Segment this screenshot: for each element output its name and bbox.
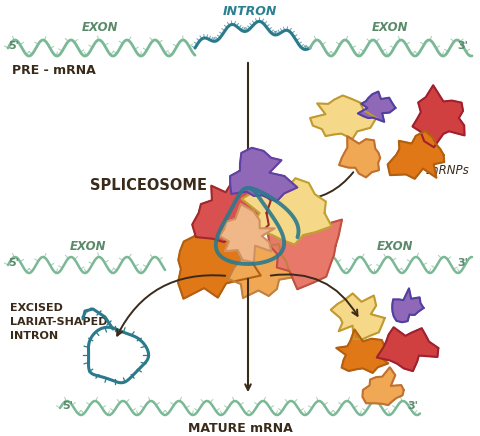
Text: EXCISED
LARIAT-SHAPED
INTRON: EXCISED LARIAT-SHAPED INTRON bbox=[10, 303, 108, 341]
Text: EXON: EXON bbox=[82, 21, 118, 34]
Text: 5': 5' bbox=[8, 41, 19, 51]
Polygon shape bbox=[392, 288, 423, 322]
Polygon shape bbox=[412, 85, 465, 147]
Polygon shape bbox=[219, 204, 275, 262]
Polygon shape bbox=[362, 367, 404, 405]
Polygon shape bbox=[331, 293, 385, 339]
Polygon shape bbox=[310, 95, 376, 139]
Text: EXON: EXON bbox=[372, 21, 408, 34]
Polygon shape bbox=[339, 136, 380, 177]
Text: EXON: EXON bbox=[377, 240, 413, 253]
Polygon shape bbox=[192, 171, 271, 245]
Polygon shape bbox=[336, 330, 388, 373]
Polygon shape bbox=[178, 225, 261, 299]
Polygon shape bbox=[388, 131, 444, 179]
Polygon shape bbox=[228, 238, 293, 298]
Text: 5': 5' bbox=[62, 401, 73, 411]
Polygon shape bbox=[230, 148, 297, 201]
Polygon shape bbox=[358, 92, 396, 122]
Text: INTRON: INTRON bbox=[223, 5, 277, 18]
Text: 3': 3' bbox=[457, 41, 468, 51]
Polygon shape bbox=[377, 327, 438, 371]
Text: MATURE mRNA: MATURE mRNA bbox=[188, 422, 292, 435]
Text: 5': 5' bbox=[8, 258, 19, 268]
Text: PRE - mRNA: PRE - mRNA bbox=[12, 64, 96, 77]
Text: 3': 3' bbox=[407, 401, 418, 411]
Text: 3': 3' bbox=[457, 258, 468, 268]
Text: SPLICEOSOME: SPLICEOSOME bbox=[90, 177, 207, 193]
Text: EXON: EXON bbox=[70, 240, 106, 253]
Text: snRNPs: snRNPs bbox=[426, 164, 470, 177]
Polygon shape bbox=[268, 214, 342, 289]
Polygon shape bbox=[242, 178, 332, 245]
